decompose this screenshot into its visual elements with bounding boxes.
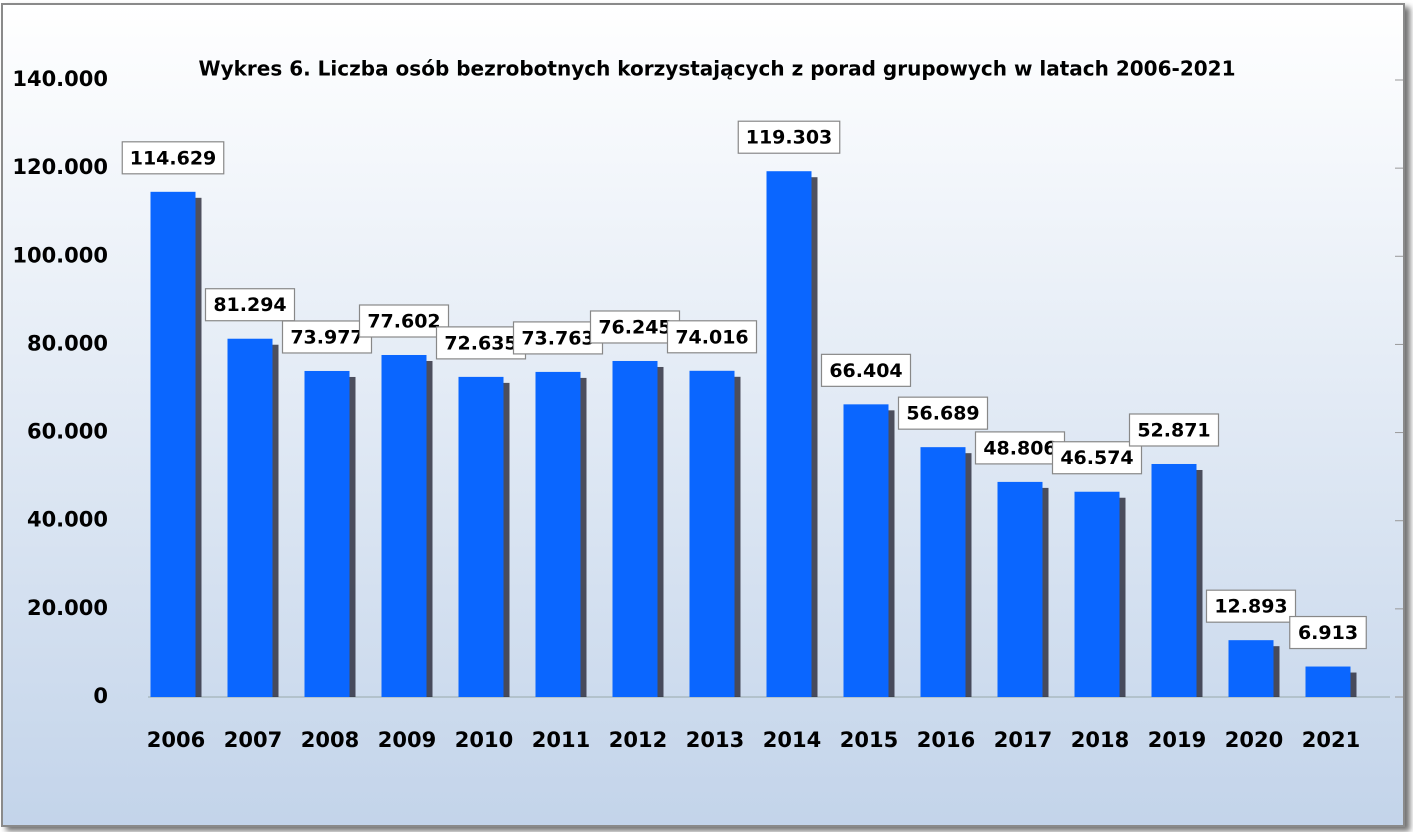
x-tick-label: 2009 [378,728,436,752]
data-label: 52.871 [1137,419,1210,441]
bar [1228,640,1274,697]
data-label-box [358,304,450,338]
bar [843,404,889,697]
y-tick-label: 40.000 [27,508,108,532]
x-tick-label: 2018 [1071,728,1129,752]
bar [1305,666,1351,697]
data-label-box [1205,589,1297,623]
bar [150,191,196,698]
x-tick-label: 2021 [1302,728,1360,752]
x-tick-label: 2006 [147,728,205,752]
data-label-box [1128,413,1220,447]
bar [689,370,735,697]
data-label-box [897,396,989,430]
x-tick-label: 2020 [1225,728,1283,752]
bar [381,354,427,697]
data-label: 56.689 [906,403,979,425]
x-tick-label: 2016 [917,728,975,752]
chart-title: Wykres 6. Liczba osób bezrobotnych korzy… [199,57,1236,81]
data-label-box [589,310,681,344]
data-label-box [281,320,373,354]
data-label: 66.404 [829,360,902,382]
data-label: 48.806 [983,437,1056,459]
data-label: 81.294 [213,294,286,316]
data-label: 77.602 [367,310,440,332]
bar [997,481,1043,697]
bar [612,360,658,697]
data-label: 119.303 [746,127,833,149]
x-tick-label: 2011 [532,728,590,752]
x-tick-label: 2015 [840,728,898,752]
data-label: 6.913 [1298,622,1358,644]
data-label: 73.977 [290,326,363,348]
data-label: 73.763 [521,327,594,349]
data-label: 12.893 [1214,596,1287,618]
data-label-box [1051,441,1143,475]
data-label-box [820,353,912,387]
y-tick-label: 80.000 [27,331,108,355]
bar [1074,491,1120,697]
y-tick-label: 100.000 [12,243,108,267]
bar [304,370,350,697]
data-label-box [512,321,604,355]
x-tick-label: 2007 [224,728,282,752]
data-label-box [666,320,758,354]
bar [227,338,273,697]
y-tick-label: 120.000 [12,155,108,179]
x-tick-label: 2019 [1148,728,1206,752]
y-tick-label: 60.000 [27,420,108,444]
data-label-box [737,120,841,154]
data-label: 74.016 [675,326,748,348]
bar [920,447,966,697]
x-tick-label: 2013 [686,728,744,752]
x-tick-label: 2017 [994,728,1052,752]
x-tick-label: 2012 [609,728,667,752]
data-label-box [435,326,527,360]
data-label: 114.629 [130,147,217,169]
bar [766,171,812,698]
x-tick-label: 2010 [455,728,513,752]
bar [1151,463,1197,697]
data-label-box [121,141,225,175]
bar [535,371,581,697]
y-tick-label: 140.000 [12,67,108,91]
data-label: 72.635 [444,332,517,354]
x-tick-label: 2008 [301,728,359,752]
bar [458,376,504,697]
data-label: 76.245 [598,316,671,338]
y-tick-label: 20.000 [27,596,108,620]
y-tick-label: 0 [93,684,108,708]
x-tick-label: 2014 [763,728,821,752]
data-label: 46.574 [1060,447,1133,469]
data-label-box [1289,615,1367,650]
data-label-box [204,288,296,322]
